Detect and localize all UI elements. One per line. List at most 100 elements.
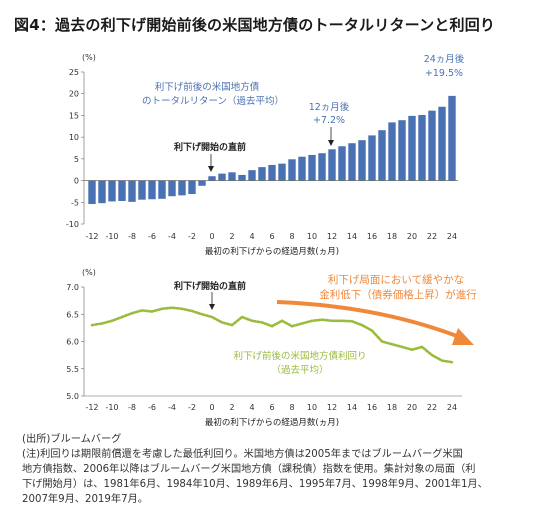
bar-12m-label-line1: 12ヵ月後 bbox=[309, 101, 350, 113]
bar-y-tick-label: 20 bbox=[69, 90, 79, 99]
trend-arrowhead bbox=[452, 328, 474, 345]
bar-x-tick-label: 2 bbox=[229, 232, 234, 241]
yield-point bbox=[250, 319, 254, 322]
bar-x-tick-label: 6 bbox=[269, 232, 274, 241]
line-x-tick-label: -4 bbox=[168, 403, 176, 412]
bar bbox=[258, 167, 266, 181]
bar-24m-label-line2: +19.5% bbox=[425, 68, 463, 79]
yield-point bbox=[270, 325, 274, 328]
bar-x-tick-label: 16 bbox=[367, 232, 377, 241]
bar-12m-arrowhead bbox=[328, 140, 334, 146]
line-y-tick-label: 5.5 bbox=[66, 365, 79, 374]
yield-point bbox=[260, 321, 264, 324]
bar-y-tick-label: -5 bbox=[71, 198, 79, 207]
yield-point bbox=[130, 311, 134, 315]
bar-y-tick-label: 10 bbox=[69, 133, 79, 142]
yield-point bbox=[390, 343, 394, 346]
bar bbox=[218, 173, 226, 181]
trend-label-line2: 金利低下（債券価格上昇）が進行 bbox=[319, 288, 477, 301]
yield-point bbox=[450, 361, 454, 364]
bar bbox=[278, 163, 286, 181]
bar-x-tick-label: -12 bbox=[85, 232, 98, 241]
bar-x-tick-label: 8 bbox=[289, 232, 294, 241]
bar bbox=[398, 120, 406, 181]
footnote-line-2: 地方債指数、2006年以降はブルームバーグ米国地方債（課税債）指数を使用。集計対… bbox=[22, 464, 476, 475]
yield-point bbox=[330, 319, 334, 322]
yield-point bbox=[230, 323, 234, 327]
bar bbox=[228, 172, 236, 181]
bar-chart-unit-label: (%) bbox=[82, 53, 96, 62]
line-series-label-line1: 利下げ前後の米国地方債利回り bbox=[233, 350, 366, 362]
yield-point bbox=[120, 315, 124, 319]
yield-point bbox=[240, 315, 244, 319]
yield-point bbox=[300, 322, 304, 325]
notes-block: (出所)ブルームバーグ (注)利回りは期限前償還を考慮した最低利回り。米国地方債… bbox=[22, 432, 522, 507]
line-x-tick-label: 22 bbox=[427, 403, 437, 412]
chart-title: 図4：過去の利下げ開始前後の米国地方債のトータルリターンと利回り bbox=[14, 16, 496, 34]
bar-x-tick-label: -8 bbox=[128, 232, 136, 241]
bar-x-tick-label: -2 bbox=[188, 232, 196, 241]
line-x-tick-label: 4 bbox=[249, 403, 254, 412]
source-note: (出所)ブルームバーグ bbox=[22, 434, 122, 445]
yield-point bbox=[210, 315, 214, 319]
yield-point bbox=[430, 353, 434, 357]
yield-point bbox=[180, 307, 184, 310]
bar bbox=[158, 180, 166, 199]
line-x-tick-label: 6 bbox=[269, 403, 274, 412]
bar bbox=[178, 180, 186, 196]
yield-point bbox=[150, 310, 154, 313]
line-x-tick-label: 2 bbox=[229, 403, 234, 412]
footnote-line-4: 2007年9月、2019年7月。 bbox=[22, 494, 148, 505]
yield-point bbox=[360, 323, 364, 327]
bar bbox=[238, 174, 246, 181]
bar bbox=[128, 180, 136, 202]
line-x-tick-label: 12 bbox=[327, 403, 337, 412]
trend-label-line1: 利下げ局面において緩やかな bbox=[328, 273, 464, 286]
yield-point bbox=[440, 359, 444, 362]
yield-point bbox=[190, 309, 194, 313]
chart-area: (%) 最初の利下げからの経過月数(ヵ月) 利下げ前後の米国地方債 のトータルリ… bbox=[66, 53, 477, 428]
bar bbox=[188, 180, 196, 195]
bar-y-tick-label: 15 bbox=[69, 111, 79, 120]
yield-point bbox=[170, 306, 174, 309]
bar-x-tick-label: 24 bbox=[447, 232, 457, 241]
bar bbox=[328, 149, 336, 181]
yield-point bbox=[160, 307, 164, 310]
yield-point bbox=[140, 309, 144, 312]
bar bbox=[248, 170, 256, 181]
yield-point bbox=[410, 348, 414, 351]
bar-x-tick-label: -4 bbox=[168, 232, 176, 241]
yield-point bbox=[320, 318, 324, 321]
yield-point bbox=[340, 319, 344, 322]
yield-point bbox=[220, 321, 224, 324]
yield-point bbox=[400, 345, 404, 349]
bar bbox=[98, 180, 106, 204]
line-x-tick-label: -8 bbox=[128, 403, 136, 412]
bar bbox=[308, 154, 316, 181]
yield-point bbox=[310, 319, 314, 322]
bar bbox=[148, 180, 156, 200]
line-x-tick-label: -2 bbox=[188, 403, 196, 412]
line-x-tick-label: -10 bbox=[105, 403, 118, 412]
bar bbox=[198, 180, 206, 186]
bar-x-tick-label: -6 bbox=[148, 232, 156, 241]
yield-point bbox=[370, 329, 374, 332]
bar bbox=[268, 164, 276, 181]
bar-x-tick-label: 14 bbox=[347, 232, 357, 241]
bar-x-tick-label: 4 bbox=[249, 232, 254, 241]
bar bbox=[368, 135, 376, 181]
yield-point bbox=[380, 340, 384, 343]
bar bbox=[118, 180, 126, 201]
bar-x-tick-label: 10 bbox=[307, 232, 317, 241]
bar-y-tick-label: -10 bbox=[66, 220, 79, 229]
bar-y-tick-label: 5 bbox=[74, 155, 79, 164]
yield-point bbox=[350, 320, 354, 323]
bar-x-tick-label: 0 bbox=[209, 232, 214, 241]
line-x-tick-label: 14 bbox=[347, 403, 357, 412]
bar bbox=[408, 115, 416, 181]
footnote-line-3: 下げ開始月）は、1981年6月、1984年10月、1989年6月、1995年7月… bbox=[22, 479, 488, 490]
bar bbox=[208, 176, 216, 181]
bar bbox=[288, 159, 296, 181]
bar-y-tick-label: 0 bbox=[74, 177, 79, 186]
line-y-tick-label: 5.0 bbox=[66, 392, 79, 401]
